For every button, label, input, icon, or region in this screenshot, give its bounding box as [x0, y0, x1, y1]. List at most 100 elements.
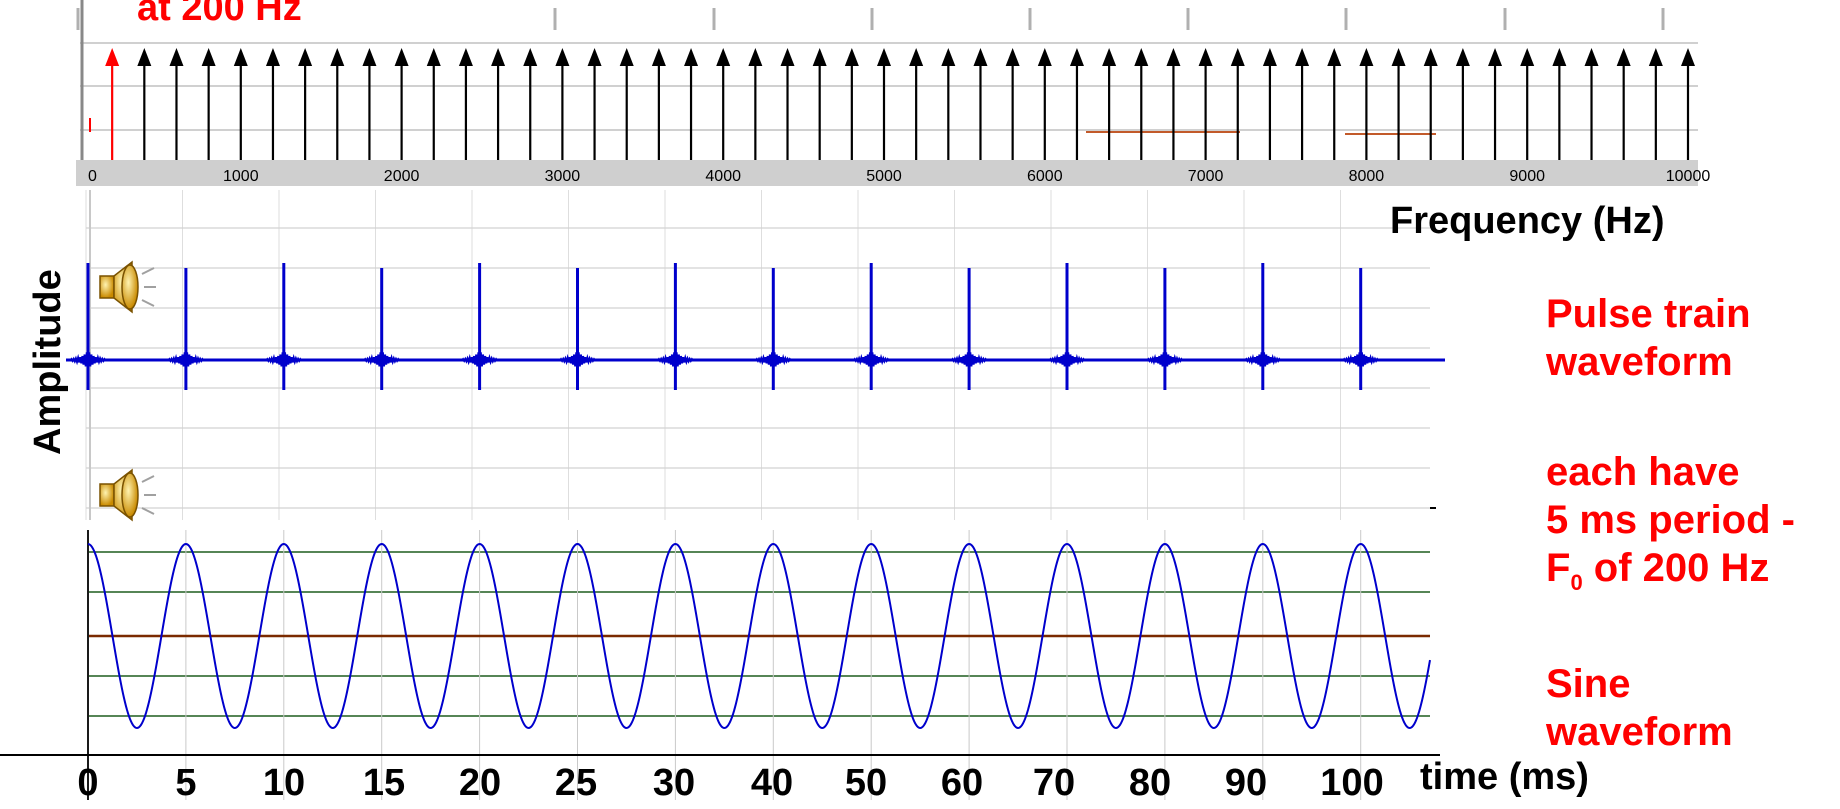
- spectrum-tick-label: 1000: [223, 168, 259, 185]
- period-line-2: 5 ms period -: [1546, 498, 1795, 542]
- time-tick-label: 15: [363, 762, 405, 804]
- time-tick-label: 40: [751, 762, 793, 804]
- harmonic-arrowhead: [201, 48, 216, 66]
- harmonic-arrowhead: [233, 48, 248, 66]
- harmonic-arrowhead: [748, 48, 763, 66]
- spectrum-plot: 0 1000 2000 3000 4000 5000 6000 7000 8000 9000 100…: [74, 0, 1710, 186]
- pulse-ringing: [1244, 352, 1282, 370]
- harmonic-arrowhead: [265, 48, 280, 66]
- pulse-ringing: [167, 352, 205, 370]
- pulse-train-label: Pulse train waveform: [1546, 290, 1806, 386]
- period-label: each have 5 ms period - F0 of 200 Hz: [1546, 448, 1795, 607]
- harmonic-arrowhead: [137, 48, 152, 66]
- spectrum-tick-label: 6000: [1027, 168, 1063, 185]
- spectrum-tick-label: 9000: [1509, 168, 1545, 185]
- speaker-icon[interactable]: [96, 466, 158, 524]
- frequency-axis-label: Frequency (Hz): [1390, 200, 1665, 242]
- harmonic-arrowhead: [651, 48, 666, 66]
- harmonic-arrowhead: [877, 48, 891, 66]
- speaker-icon-graphic: [99, 260, 156, 314]
- time-tick-label: 25: [555, 762, 597, 804]
- harmonic-annotation: at 200 Hz: [137, 0, 302, 29]
- harmonic-arrowhead: [716, 48, 731, 66]
- time-tick-label: 5: [175, 762, 196, 804]
- time-tick-label: 70: [1033, 762, 1075, 804]
- harmonic-arrowhead: [1134, 48, 1149, 66]
- harmonic-arrowhead: [1327, 48, 1342, 66]
- spectrum-background: [74, 0, 1698, 160]
- harmonic-arrowhead: [1681, 48, 1695, 66]
- harmonic-arrowhead: [330, 48, 345, 66]
- harmonic-arrowhead: [1166, 48, 1181, 66]
- spectrum-tick-label: 5000: [866, 168, 902, 185]
- harmonic-arrowhead: [973, 48, 988, 66]
- sine-label: Sine waveform: [1546, 660, 1766, 756]
- harmonic-arrowhead: [1648, 48, 1663, 66]
- harmonic-arrowhead: [1262, 48, 1277, 66]
- pulse-train-label-text: Pulse train waveform: [1546, 292, 1751, 384]
- time-tick-label: 20: [459, 762, 501, 804]
- harmonic-arrowhead: [1037, 48, 1052, 66]
- harmonic-arrowhead: [523, 48, 538, 66]
- harmonic-arrowhead: [1391, 48, 1406, 66]
- amplitude-axis-label: Amplitude: [27, 269, 69, 455]
- harmonic-arrowhead: [941, 48, 956, 66]
- harmonic-arrowhead: [1198, 48, 1213, 66]
- harmonic-arrowhead: [298, 48, 313, 66]
- time-tick-label: 10: [263, 762, 305, 804]
- spectrum-tick-label: 3000: [545, 168, 581, 185]
- harmonic-arrowhead: [1423, 48, 1438, 66]
- speaker-icon-graphic: [99, 468, 156, 522]
- time-tick-label: 30: [653, 762, 695, 804]
- time-axis-label: time (ms): [1420, 756, 1589, 798]
- period-line-3: F0 of 200 Hz: [1546, 546, 1770, 595]
- harmonic-arrowhead: [1520, 48, 1535, 66]
- time-axis: 0 5 10 15 20 25 30 40 50 60 70 80 90 100: [0, 754, 1440, 804]
- time-tick-label: 0: [77, 762, 98, 804]
- time-tick-label: 90: [1225, 762, 1267, 804]
- harmonic-arrowhead: [1616, 48, 1631, 66]
- pulse-ringing: [1342, 352, 1380, 370]
- harmonic-arrowhead: [555, 48, 570, 66]
- harmonic-arrowhead: [426, 48, 441, 66]
- spectrum-tick-label: 8000: [1349, 168, 1385, 185]
- spectrum-tick-label: 2000: [384, 168, 420, 185]
- spectrum-tick-label: 7000: [1188, 168, 1224, 185]
- harmonic-arrowhead: [394, 48, 409, 66]
- harmonic-arrowhead: [1005, 48, 1020, 66]
- pulse-ringing: [656, 352, 694, 370]
- harmonic-arrowhead: [780, 48, 795, 66]
- pulse-ringing: [950, 352, 988, 370]
- time-tick-label: 60: [941, 762, 983, 804]
- pulse-ringing: [363, 352, 401, 370]
- sine-plot: [87, 507, 1436, 800]
- harmonic-arrowhead: [1102, 48, 1117, 66]
- spectrum-tick-strip: [76, 160, 1698, 186]
- harmonic-arrowhead: [684, 48, 699, 66]
- harmonic-arrowhead: [169, 48, 184, 66]
- time-tick-label: 80: [1129, 762, 1171, 804]
- harmonic-arrowhead: [1069, 48, 1084, 66]
- harmonic-arrowhead: [1455, 48, 1470, 66]
- speaker-icon[interactable]: [96, 258, 158, 316]
- time-tick-label: 100: [1320, 762, 1383, 804]
- harmonic-arrowhead: [844, 48, 859, 66]
- pulse-ringing: [754, 352, 792, 370]
- harmonic-arrowhead: [458, 48, 473, 66]
- harmonic-arrowhead: [1488, 48, 1503, 66]
- sine-label-text: Sine waveform: [1546, 662, 1733, 754]
- harmonic-arrowhead: [619, 48, 634, 66]
- harmonic-arrowhead: [1230, 48, 1245, 66]
- harmonic-arrowhead: [812, 48, 827, 66]
- spectrum-tick-label: 10000: [1666, 168, 1711, 185]
- spectrum-tick-label: 4000: [705, 168, 741, 185]
- pulse-ringing: [265, 352, 303, 370]
- spectrum-tick-label: 0: [88, 168, 97, 185]
- pulse-ringing: [1048, 352, 1086, 370]
- period-line-1: each have: [1546, 450, 1740, 494]
- harmonic-arrowhead: [1552, 48, 1567, 66]
- time-tick-label: 50: [845, 762, 887, 804]
- pulse-ringing: [559, 352, 596, 370]
